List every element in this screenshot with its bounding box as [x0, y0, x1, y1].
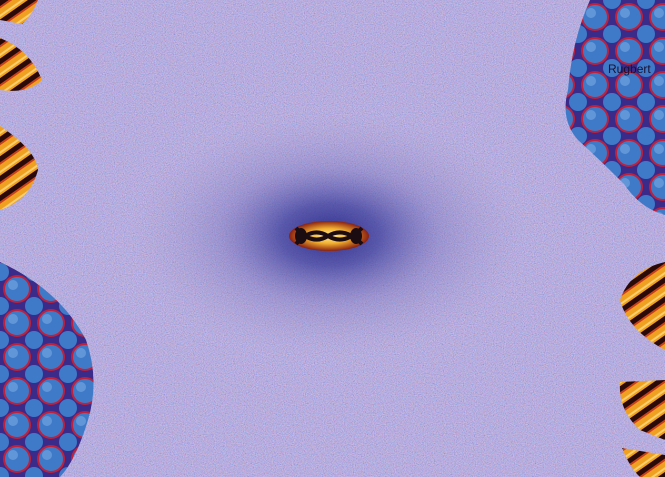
central-core	[289, 221, 369, 251]
bubble-region-right	[565, 0, 665, 215]
stripe-region-left-middle	[0, 126, 38, 210]
stripe-region-right-lower	[619, 380, 665, 440]
stripe-region-left-upper	[0, 38, 42, 91]
stripe-region-bottom-right	[622, 448, 665, 477]
stripe-region-top-left	[0, 0, 38, 24]
bubble-region-left	[0, 262, 94, 477]
stripe-region-right-upper	[620, 262, 665, 350]
artist-signature: Rugbert	[608, 62, 651, 76]
